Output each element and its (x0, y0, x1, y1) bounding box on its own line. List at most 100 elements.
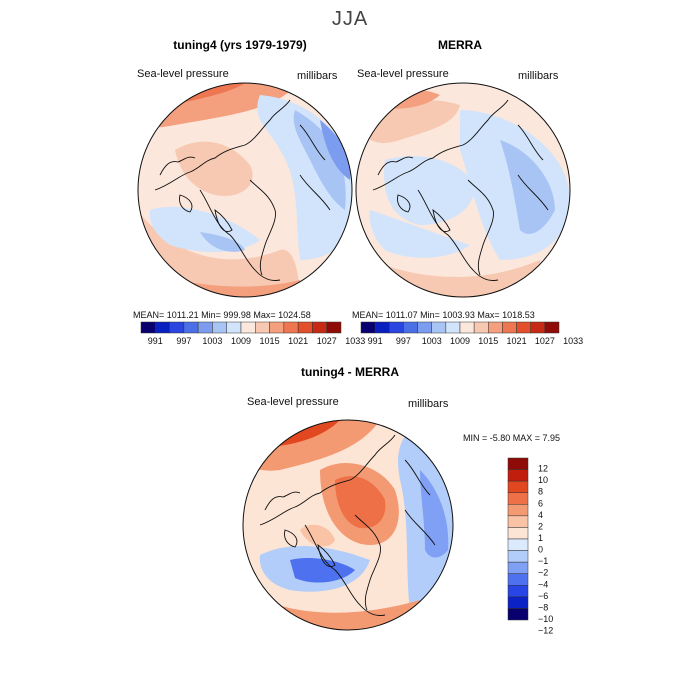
diff-variable-label: Sea-level pressure (247, 396, 339, 408)
diff-arctic-high-core (335, 476, 386, 529)
right-high-pressure-pacific (360, 100, 460, 143)
diff-colorbar-swatch (507, 504, 529, 517)
right-variable-label: Sea-level pressure (357, 68, 449, 80)
right-colorbar-tick-label: 1027 (535, 336, 555, 346)
diff-colorbar-swatch (507, 608, 529, 621)
left-colorbar-swatch (326, 321, 342, 334)
diff-colorbar-tick-label: −2 (538, 568, 548, 578)
left-coastlines (154, 99, 331, 281)
right-colorbar-swatch (431, 321, 447, 334)
left-colorbar-swatch (226, 321, 242, 334)
right-colorbar-tick-label: 991 (368, 336, 383, 346)
diff-colorbar-swatch (507, 561, 529, 574)
diff-colorbar-swatch (507, 457, 529, 470)
right-panel-title: MERRA (438, 38, 482, 52)
diff-colorbar-swatch (507, 480, 529, 493)
diff-colorbar-swatch (507, 527, 529, 540)
diff-colorbar-tick-label: −4 (538, 579, 548, 589)
left-low-greenland-core (200, 232, 245, 252)
right-colorbar-swatch (374, 321, 390, 334)
diff-coastlines (259, 434, 436, 616)
left-colorbar-tick-label: 1003 (202, 336, 222, 346)
diff-colorbar-swatch (507, 550, 529, 563)
right-stats: MEAN= 1011.07 Min= 1003.93 Max= 1018.53 (352, 310, 535, 320)
left-map (137, 82, 353, 298)
left-panel-title: tuning4 (yrs 1979-1979) (173, 38, 307, 52)
diff-colorbar-tick-label: 8 (538, 487, 543, 497)
left-colorbar-swatch (283, 321, 299, 334)
left-stats: MEAN= 1011.21 Min= 999.98 Max= 1024.58 (133, 310, 311, 320)
left-colorbar-swatch (255, 321, 270, 334)
left-colorbar-tick-label: 1015 (260, 336, 280, 346)
diff-colorbar-tick-label: 1 (538, 533, 543, 543)
right-colorbar-tick-label: 1033 (563, 336, 583, 346)
right-colorbar-swatch (502, 321, 517, 334)
diff-colorbar-tick-label: 2 (538, 521, 543, 531)
left-colorbar-tick-label: 1027 (317, 336, 337, 346)
right-colorbar-swatch (459, 321, 475, 334)
right-colorbar-swatch (488, 321, 503, 334)
diff-units-label: millibars (408, 398, 449, 410)
right-colorbar-swatch (389, 321, 404, 334)
left-variable-label: Sea-level pressure (137, 68, 229, 80)
left-low-pressure-core (320, 120, 351, 180)
left-colorbar-tick-label: 997 (176, 336, 191, 346)
left-colorbar-swatch (312, 321, 327, 334)
right-map (355, 82, 571, 298)
right-colorbar-swatch (473, 321, 489, 334)
diff-colorbar-tick-label: 4 (538, 510, 543, 520)
right-arctic-low (384, 156, 475, 225)
diff-colorbar-tick-label: 12 (538, 464, 548, 474)
left-colorbar-swatch (140, 321, 156, 334)
left-colorbar-tick-label: 1033 (345, 336, 365, 346)
left-map-boundary (137, 82, 353, 298)
diff-panel-title: tuning4 - MERRA (301, 365, 399, 379)
left-colorbar-swatch (297, 321, 313, 334)
left-colorbar-tick-label: 991 (148, 336, 163, 346)
right-colorbar-swatch (403, 321, 418, 334)
left-colorbar-swatch (212, 321, 227, 334)
diff-colorbar-swatch (507, 469, 529, 482)
right-colorbar-tick-label: 1021 (507, 336, 527, 346)
right-colorbar-swatch (516, 321, 531, 334)
diff-colorbar-swatch (507, 538, 529, 551)
left-colorbar-swatch (183, 321, 199, 334)
right-coastlines (372, 99, 549, 281)
left-colorbar-swatch (169, 321, 185, 334)
diff-colorbar-swatch (507, 585, 529, 598)
right-colorbar: 991 997 1003 1009 1015 1021 1027 1033 (360, 321, 583, 346)
left-low-pressure-inner (293, 110, 346, 210)
left-colorbar: 991 997 1003 1009 1015 1021 1027 1033 (140, 321, 365, 346)
diff-colorbar-tick-label: −6 (538, 591, 548, 601)
diff-colorbar-tick-label: 6 (538, 498, 543, 508)
diff-colorbar-tick-label: −10 (538, 614, 553, 624)
right-low-greenland (369, 210, 470, 258)
diff-low-greenland-core (290, 558, 355, 583)
right-colorbar-swatch (544, 321, 560, 334)
left-colorbar-swatch (269, 321, 285, 334)
diff-colorbar-tick-label: −8 (538, 602, 548, 612)
right-colorbar-swatch (417, 321, 432, 334)
right-colorbar-tick-label: 1003 (422, 336, 442, 346)
diff-colorbar-tick-label: 0 (538, 545, 543, 555)
left-colorbar-swatch (155, 321, 170, 334)
diff-stats: MIN = -5.80 MAX = 7.95 (463, 433, 561, 443)
diff-greenland-high (300, 524, 335, 547)
left-colorbar-swatch (197, 321, 213, 334)
diff-colorbar-tick-label: 10 (538, 475, 548, 485)
diff-colorbar-swatch (507, 492, 529, 505)
diff-colorbar-swatch (507, 515, 529, 528)
diff-map-boundary (242, 419, 454, 631)
left-units-label: millibars (297, 70, 338, 82)
left-colorbar-tick-label: 1009 (231, 336, 251, 346)
right-colorbar-tick-label: 1009 (450, 336, 470, 346)
right-map-boundary (355, 82, 571, 298)
diff-map (242, 419, 454, 631)
right-colorbar-swatch (445, 321, 461, 334)
left-arctic-high (175, 141, 253, 196)
diff-colorbar-tick-label: −12 (538, 626, 553, 636)
left-colorbar-tick-label: 1021 (288, 336, 308, 346)
diff-colorbar-swatch (507, 573, 529, 586)
